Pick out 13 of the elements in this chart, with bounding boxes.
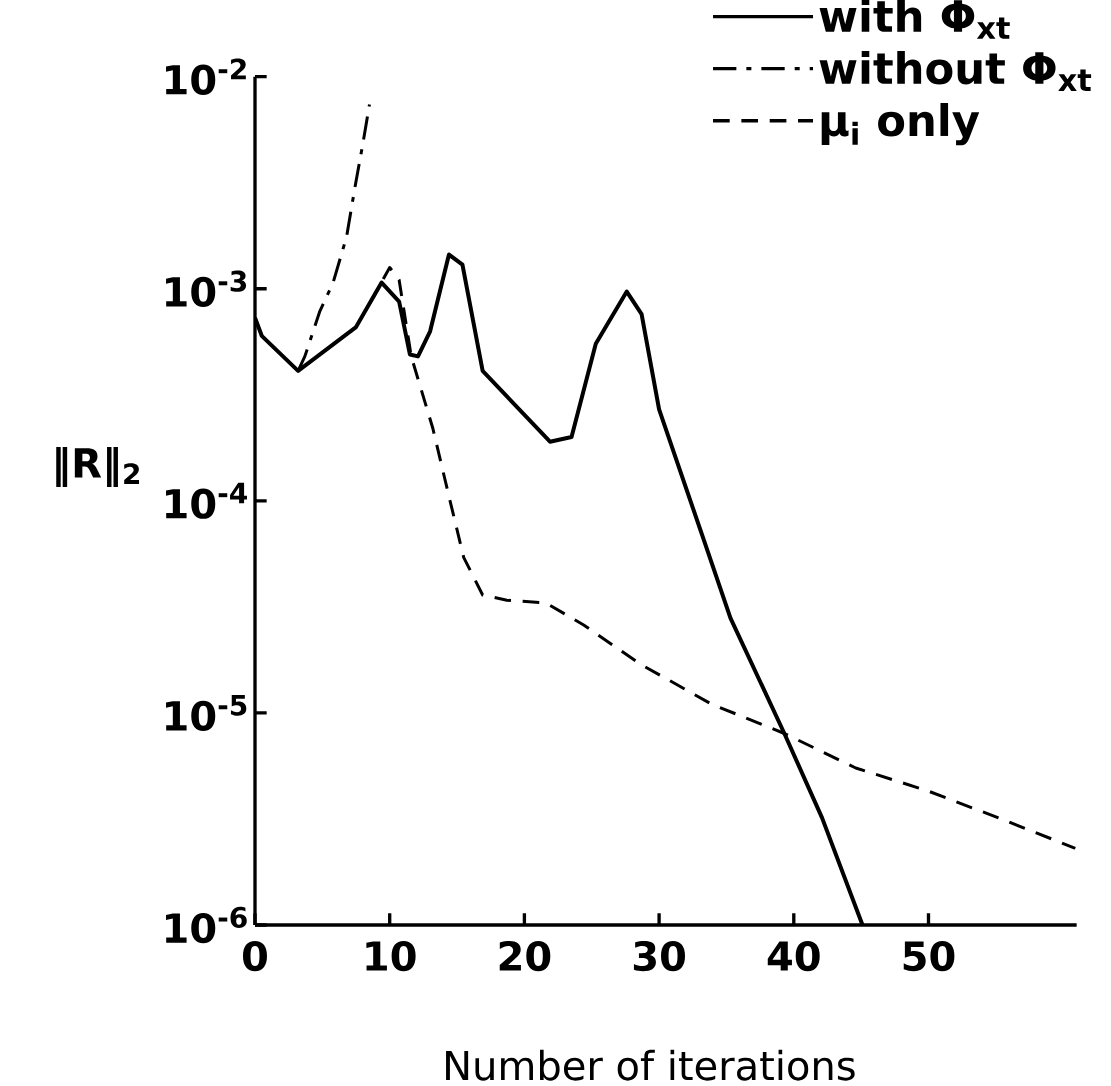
x-axis-title: Number of iterations [446,1049,855,1081]
x-tick-label: 40 [767,940,820,972]
legend-label: without Φ$_{xt}$ [819,50,1092,91]
y-tick-label: 10$^{-4}$ [166,482,247,519]
y-axis-title: ‖R‖$_{2}$ [56,446,140,487]
x-tick-label: 30 [633,940,686,972]
y-tick-label: 10$^{-2}$ [166,58,246,95]
x-tick-label: 50 [903,940,955,972]
x-tick-label: 20 [499,940,551,972]
y-tick-label: 10$^{-5}$ [166,694,247,731]
y-tick-label: 10$^{-3}$ [166,270,247,307]
legend-label: μ$_{i}$ only [821,103,980,146]
x-tick-label: 10 [366,940,416,972]
